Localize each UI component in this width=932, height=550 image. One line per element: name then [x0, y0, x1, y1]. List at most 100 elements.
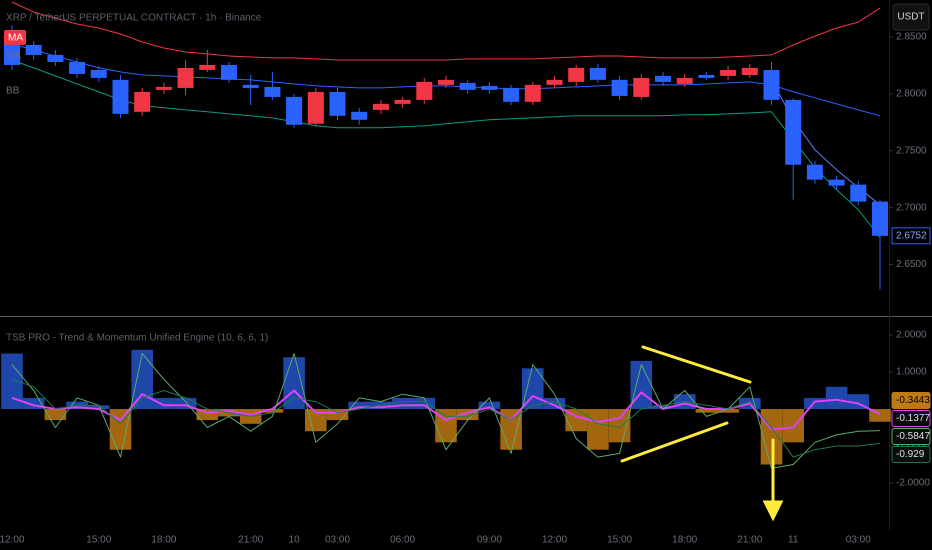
- histogram-bar: [153, 397, 175, 410]
- histogram-bar: [717, 409, 739, 413]
- legend-item[interactable]: MA: [6, 51, 21, 62]
- candle-body: [438, 79, 454, 85]
- candle-body: [47, 54, 64, 62]
- x-tick-label: 18:00: [151, 535, 176, 546]
- overlay-line: [11, 59, 881, 238]
- x-tick-label: 09:00: [477, 535, 502, 546]
- candle-body: [720, 69, 737, 76]
- candle-body: [763, 69, 780, 100]
- y-tick-label: 2.8500: [896, 32, 927, 43]
- candle-body: [828, 179, 845, 186]
- candle-body: [611, 79, 628, 96]
- histogram-bar: [44, 409, 67, 421]
- histogram-bar: [305, 409, 327, 432]
- arrow-head: [762, 500, 784, 522]
- histogram-bar: [782, 409, 804, 443]
- legend-item[interactable]: MA: [8, 33, 23, 44]
- candle-body: [633, 77, 650, 97]
- currency-label[interactable]: USDT: [897, 12, 924, 23]
- histogram-bar: [196, 409, 219, 421]
- candle-body: [112, 79, 129, 114]
- price-badge-label: 2.6752: [896, 230, 927, 241]
- y-tick-label: 2.7500: [896, 145, 927, 156]
- x-tick-label: 03:00: [325, 535, 350, 546]
- histogram-bar: [543, 397, 566, 410]
- y-tick-label: 2.0000: [896, 330, 927, 341]
- candle-body: [155, 86, 172, 90]
- value-badge: [891, 409, 931, 427]
- value-badge-label: -0.929: [896, 449, 925, 460]
- candle-body: [329, 91, 346, 116]
- candle-body: [785, 99, 802, 165]
- histogram-bar: [131, 349, 153, 410]
- histogram-bar: [348, 401, 370, 410]
- candle-body: [546, 79, 563, 85]
- candle-body: [806, 164, 823, 180]
- x-tick-label: 12:00: [0, 535, 25, 546]
- value-badge-label: -0.1377: [896, 413, 930, 424]
- candle-body: [568, 67, 585, 82]
- x-tick-label: 21:00: [238, 535, 263, 546]
- overlay-line: [11, 1, 881, 61]
- histogram-bar: [413, 397, 436, 410]
- histogram-bar: [804, 397, 826, 410]
- histogram-bar: [1, 353, 23, 410]
- candle-body: [655, 75, 671, 82]
- histogram-bar: [174, 397, 197, 410]
- value-badge-label: -0.3443: [896, 395, 930, 406]
- x-tick-label: 11: [788, 535, 799, 546]
- indicator-line: [11, 353, 881, 469]
- histogram-bar: [261, 409, 284, 413]
- y-tick-label: 2.7000: [896, 202, 927, 213]
- candle-body: [90, 69, 107, 78]
- value-badge: [891, 427, 931, 445]
- candle-body: [177, 67, 194, 88]
- candle-body: [698, 74, 715, 78]
- trend-line: [641, 345, 752, 384]
- histogram-bar: [478, 401, 501, 410]
- x-tick-label: 15:00: [86, 535, 111, 546]
- candle-body: [850, 184, 867, 202]
- indicator-line: [11, 389, 881, 431]
- histogram-bar: [587, 409, 609, 450]
- trend-line: [620, 421, 729, 463]
- candle-body: [372, 103, 389, 110]
- candle-body: [242, 84, 259, 88]
- candle-body: [199, 64, 216, 70]
- candle-body: [307, 91, 324, 124]
- histogram-bar: [88, 405, 110, 410]
- x-tick-label: 10: [289, 535, 301, 546]
- candle-body: [524, 84, 541, 102]
- histogram-bar: [608, 409, 631, 443]
- x-tick-label: 21:00: [737, 535, 762, 546]
- candle-body: [351, 111, 368, 120]
- candle-body: [264, 86, 281, 97]
- x-tick-label: 06:00: [390, 535, 415, 546]
- candle-body: [69, 62, 86, 74]
- candle-body: [459, 82, 476, 90]
- histogram-bar: [695, 409, 718, 413]
- legend-item[interactable]: BB: [6, 86, 20, 97]
- y-tick-label: 1.0000: [896, 367, 927, 378]
- x-tick-label: 15:00: [607, 535, 632, 546]
- candle-body: [416, 81, 433, 100]
- histogram-bar: [456, 409, 479, 421]
- x-tick-label: 18:00: [672, 535, 697, 546]
- indicator-title: TSB PRO - Trend & Momentum Unified Engin…: [6, 333, 268, 344]
- x-tick-label: 03:00: [846, 535, 871, 546]
- price-badge: [891, 227, 931, 245]
- candle-body: [503, 87, 520, 102]
- candle-body: [25, 44, 42, 55]
- candle-body: [394, 99, 411, 104]
- y-tick-label: -2.0000: [896, 478, 930, 489]
- currency-button[interactable]: [892, 3, 930, 31]
- candle-body: [741, 67, 758, 75]
- y-tick-label: 2.8000: [896, 88, 927, 99]
- candle-body: [481, 85, 498, 90]
- histogram-bar: [391, 397, 414, 410]
- value-badge: [891, 391, 931, 409]
- histogram-bar: [326, 409, 349, 421]
- y-tick-label: 2.6500: [896, 259, 927, 270]
- legend-badge: [4, 30, 26, 45]
